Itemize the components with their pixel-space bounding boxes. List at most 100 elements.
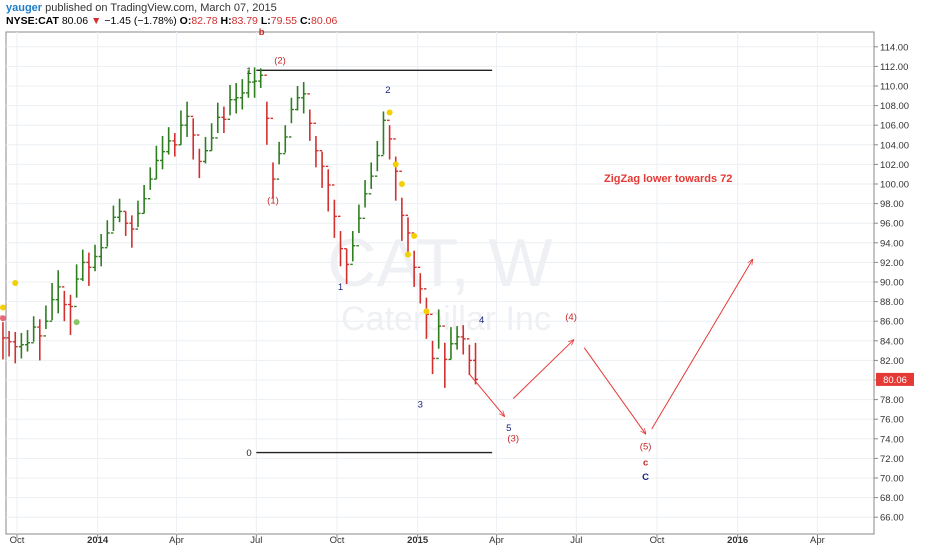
projection-segment	[583, 347, 645, 434]
close-value: 80.06	[311, 15, 338, 27]
ohlc-bar	[135, 200, 141, 230]
ohlc-bar	[67, 294, 73, 335]
y-tick-label: 110.00	[880, 82, 908, 93]
x-tick-label: Oct	[10, 535, 25, 546]
last-price-tag-label: 80.06	[883, 375, 907, 386]
ohlc-bar	[344, 247, 350, 284]
signal-dot	[73, 319, 80, 326]
y-tick-label: 96.00	[880, 219, 904, 230]
ohlc-bar	[110, 205, 116, 234]
ohlc-bar	[153, 145, 159, 180]
ohlc-bar	[288, 97, 294, 138]
ohlc-bar	[368, 162, 374, 195]
ohlc-bar	[0, 315, 6, 360]
ohlc-bar	[55, 270, 61, 314]
ohlc-bar	[325, 165, 331, 212]
high-value: 83.79	[231, 15, 258, 27]
ohlc-bar	[227, 85, 233, 121]
y-tick-label: 98.00	[880, 199, 904, 210]
ohlc-bar	[49, 282, 55, 322]
ohlc-bar	[362, 180, 368, 220]
ohlc-bar	[215, 102, 221, 139]
ohlc-bar	[147, 167, 153, 200]
ohlc-bar	[166, 127, 172, 155]
ohlc-bar	[221, 106, 227, 134]
ohlc-bar	[276, 141, 282, 180]
last-price-tag: 80.06	[876, 372, 914, 386]
y-tick-label: 100.00	[880, 180, 909, 191]
ohlc-bar	[129, 215, 135, 248]
price-axis: 114.00 112.00 110.00 108.00 106.00 104.00 102.…	[874, 42, 909, 524]
ohlc-bar	[430, 313, 436, 375]
quote-line: NYSE:CAT 80.06 ▼ −1.45 (−1.78%) O:82.78 …	[6, 15, 337, 27]
signal-dot	[405, 251, 412, 258]
wave-label: 5	[506, 423, 511, 434]
ohlc-bar	[270, 117, 276, 199]
ohlc-bar	[123, 210, 129, 236]
projection-segment	[468, 373, 504, 416]
signal-dot	[0, 304, 6, 311]
chart-header: yauger published on TradingView.com, Mar…	[0, 0, 932, 28]
ohlc-bar	[295, 86, 301, 111]
ohlc-bar	[417, 266, 423, 304]
author-link[interactable]: yauger	[6, 2, 43, 14]
x-tick-label: Apr	[169, 535, 184, 546]
ohlc-bar	[448, 327, 454, 361]
y-tick-label: 82.00	[880, 356, 904, 367]
y-tick-label: 102.00	[880, 160, 909, 171]
ohlc-bar	[141, 184, 147, 215]
signal-dot	[0, 315, 6, 322]
wave-label: (4)	[565, 312, 577, 323]
wave-label: C	[642, 472, 649, 483]
y-tick-label: 108.00	[880, 101, 909, 112]
watermark-symbol: CAT, W	[327, 225, 552, 301]
y-tick-label: 92.00	[880, 258, 904, 269]
ohlc-bar	[301, 82, 307, 114]
ohlc-bar	[98, 233, 104, 267]
open-value: 82.78	[191, 15, 218, 27]
wave-label: 1	[338, 282, 343, 293]
ohlc-bar	[436, 309, 442, 360]
y-tick-label: 94.00	[880, 238, 904, 249]
ohlc-bar	[252, 67, 258, 98]
y-tick-label: 70.00	[880, 474, 904, 485]
y-tick-label: 86.00	[880, 317, 904, 328]
ohlc-bar	[374, 140, 380, 177]
x-tick-label: Jul	[570, 535, 582, 546]
ohlc-bar	[466, 338, 472, 376]
ohlc-bar	[460, 325, 466, 355]
x-tick-label: Oct	[650, 535, 665, 546]
wave-label: 2	[385, 85, 390, 96]
x-tick-label: Apr	[810, 535, 825, 546]
signal-dots	[0, 109, 430, 326]
ohlc-bar	[380, 111, 386, 157]
ohlc-bar	[239, 79, 245, 110]
ohlc-bar	[473, 342, 479, 385]
ohlc-bar	[233, 83, 239, 114]
ohlc-bar	[209, 123, 215, 152]
ohlc-bar	[307, 93, 313, 141]
ohlc-bar	[172, 133, 178, 157]
ohlc-bar	[92, 244, 98, 272]
x-tick-label: 2015	[407, 535, 429, 546]
ticker-symbol: NYSE:CAT	[6, 15, 59, 27]
y-tick-label: 78.00	[880, 395, 904, 406]
ohlc-bar	[80, 249, 86, 282]
y-tick-label: 88.00	[880, 297, 904, 308]
time-axis: Oct 2014 Apr Jul Oct 2015 Apr Jul Oct 2016 Apr	[10, 534, 825, 546]
ohlc-bar	[160, 135, 166, 170]
wave-label: (3)	[507, 434, 519, 445]
watermark-name: Caterpillar Inc	[341, 300, 551, 338]
price-chart[interactable]: CAT, W Caterpillar Inc 1 0 b (2) (1) 2 1 3 4 5(3…	[0, 28, 932, 550]
wave-label: 4	[479, 315, 484, 326]
plot-area	[5, 31, 875, 535]
y-tick-label: 104.00	[880, 140, 909, 151]
signal-dot	[386, 109, 393, 116]
low-label: L:	[260, 15, 271, 27]
ohlc-bar	[86, 252, 92, 286]
ohlc-bar	[442, 325, 448, 388]
grid	[6, 32, 874, 534]
x-tick-label: 2016	[727, 535, 748, 546]
ohlc-bar	[43, 305, 49, 337]
open-label: O:	[179, 15, 192, 27]
